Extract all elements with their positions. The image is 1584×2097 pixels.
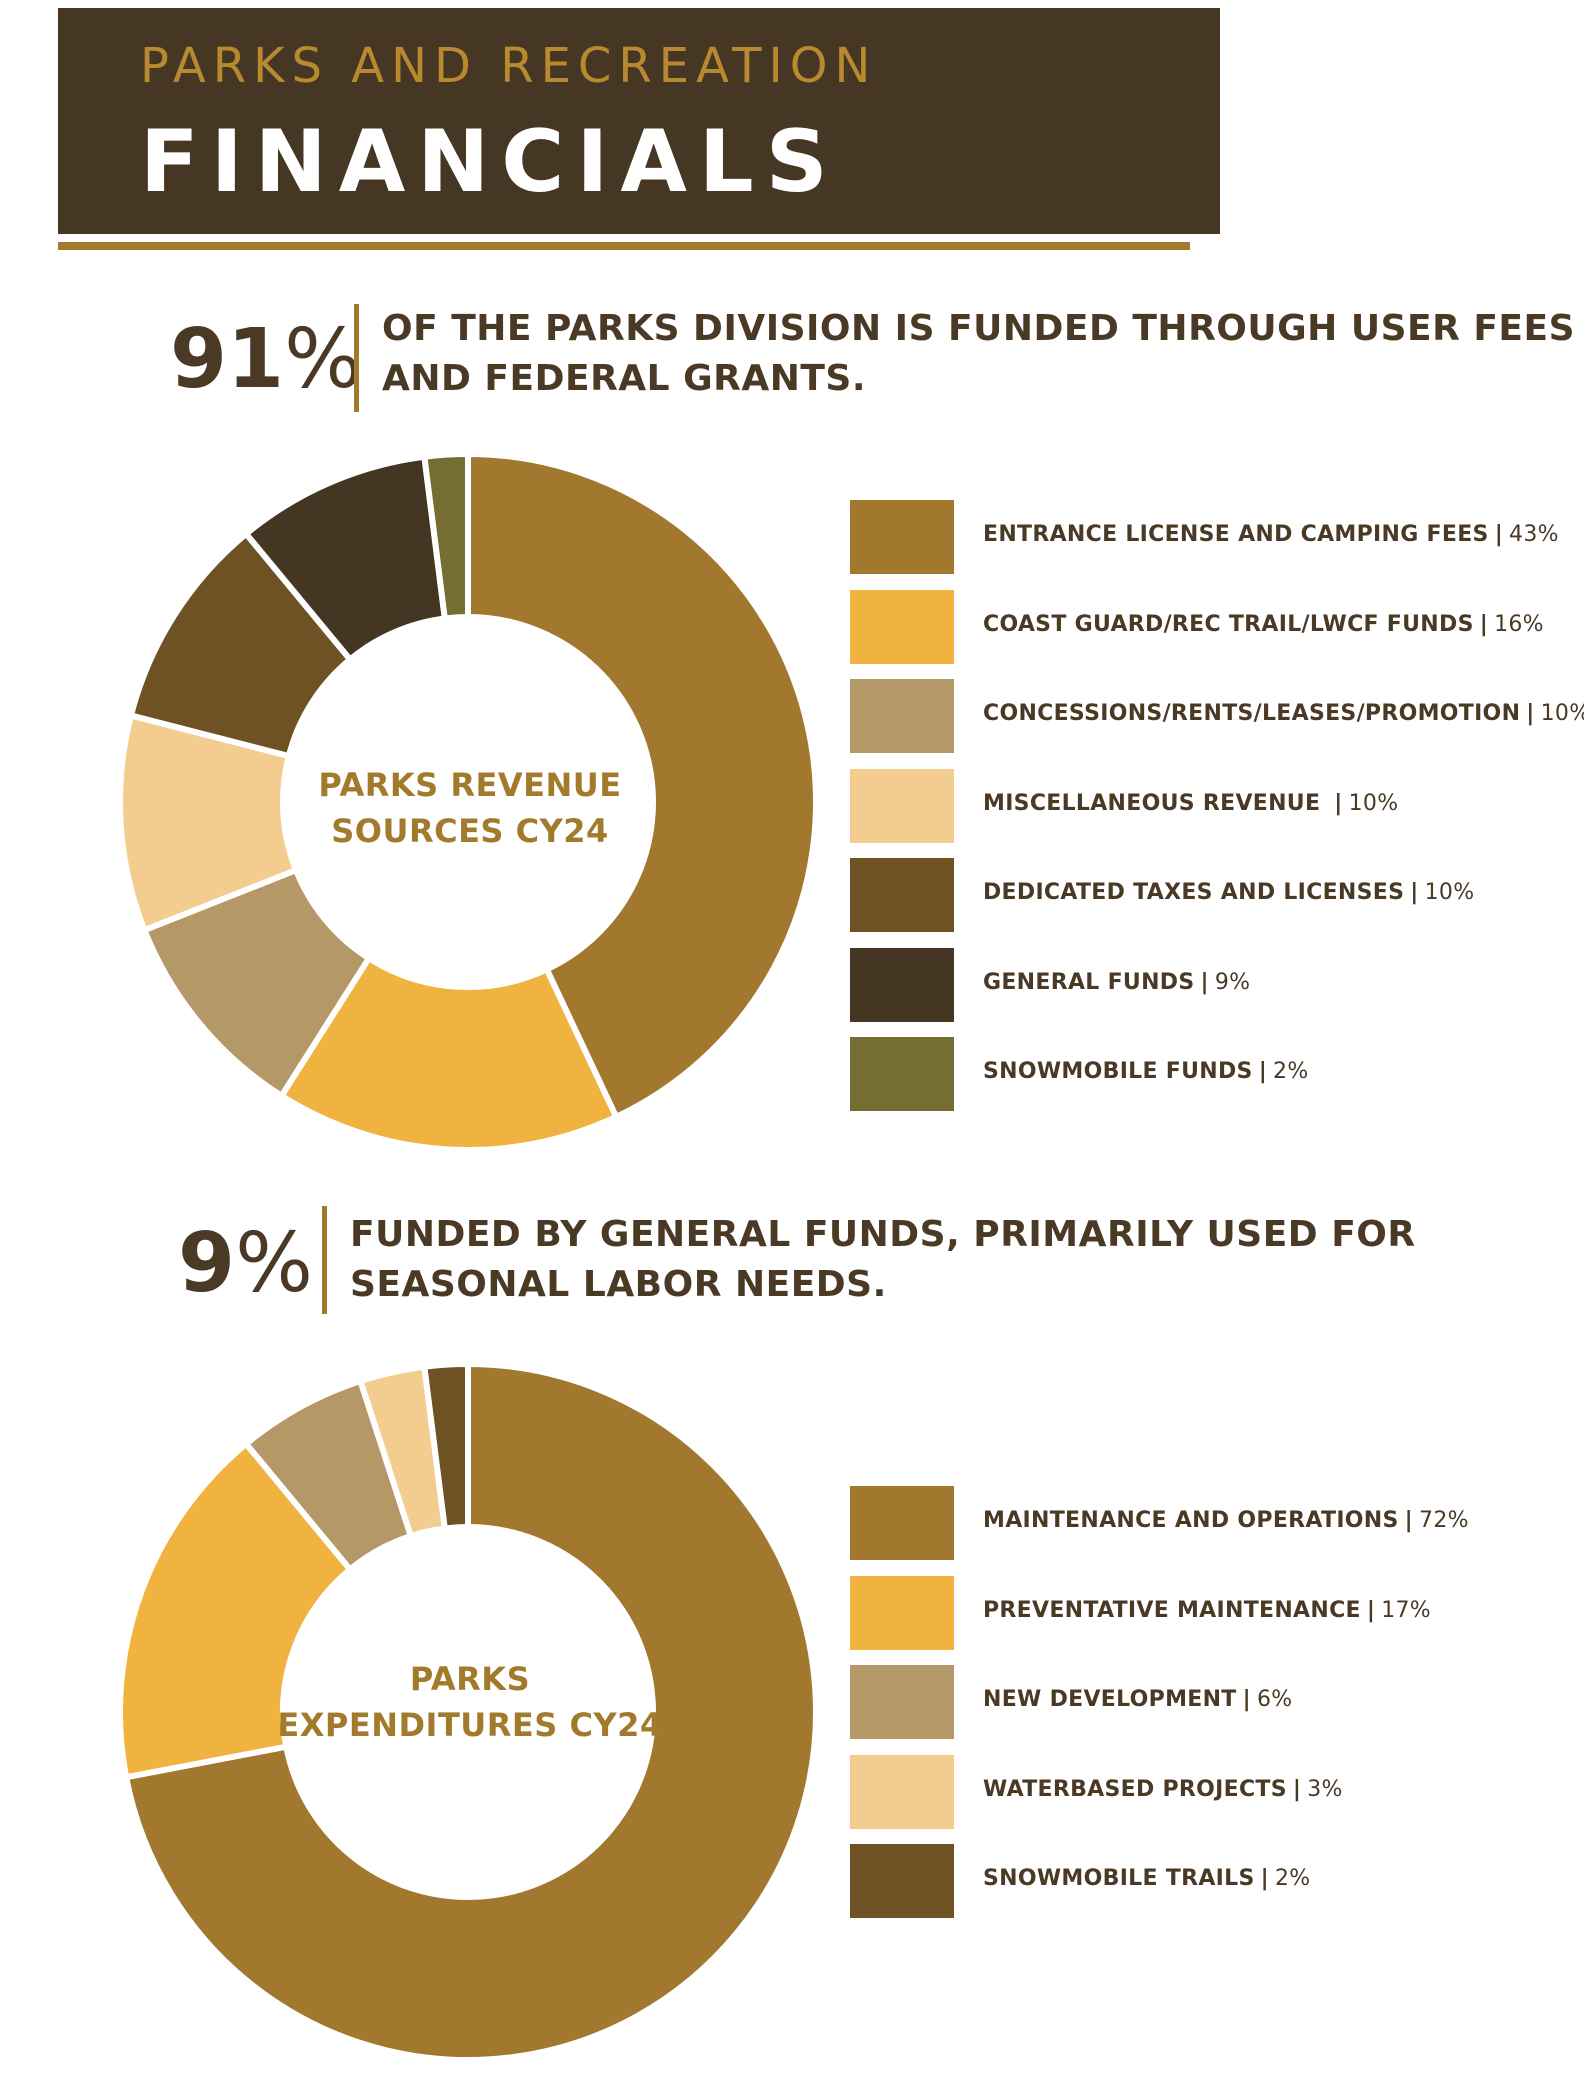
stat2-text: FUNDED BY GENERAL FUNDS, PRIMARILY USED … [350, 1210, 1416, 1310]
revenue-legend-text: MISCELLANEOUS REVENUE | 10% [983, 791, 1398, 816]
expenditures-legend-label: NEW DEVELOPMENT [983, 1687, 1237, 1712]
expenditures-legend-swatch [850, 1665, 954, 1739]
expenditures-donut-chart [118, 1362, 818, 2062]
expenditures-legend-swatch [850, 1575, 954, 1650]
revenue-legend-label: COAST GUARD/REC TRAIL/LWCF FUNDS [983, 611, 1474, 637]
expenditures-legend-text: WATERBASED PROJECTS | 3% [983, 1777, 1343, 1802]
expenditures-legend-label: WATERBASED PROJECTS [983, 1776, 1287, 1802]
stat1-unit: % [284, 312, 363, 407]
stat1-number: 91 [170, 312, 285, 407]
expenditures-chart-title-line1: PARKS [409, 1660, 531, 1698]
expenditures-slice-snowmobile-trails [421, 1362, 471, 1532]
revenue-legend-label: ENTRANCE LICENSE AND CAMPING FEES [983, 522, 1489, 547]
stat2-divider [322, 1206, 327, 1314]
expenditures-legend-separator: | [1242, 1687, 1251, 1712]
page-title: FINANCIALS [140, 112, 840, 212]
revenue-legend-swatch [850, 500, 954, 574]
revenue-legend-separator: | [1526, 701, 1535, 726]
revenue-legend-label: DEDICATED TAXES AND LICENSES [983, 880, 1405, 905]
revenue-legend-swatch [850, 858, 954, 932]
stat1-text-line1: OF THE PARKS DIVISION IS FUNDED THROUGH … [382, 308, 1576, 349]
revenue-legend-swatch [850, 768, 954, 843]
expenditures-donut-svg [118, 1362, 818, 2062]
expenditures-legend-value: 17% [1381, 1597, 1432, 1623]
revenue-legend-text: CONCESSIONS/RENTS/LEASES/PROMOTION|10% [983, 701, 1584, 726]
stat1-text-line2: AND FEDERAL GRANTS. [382, 358, 867, 399]
revenue-legend-text: GENERAL FUNDS | 9% [983, 970, 1250, 995]
header-underline [58, 242, 1190, 250]
expenditures-slice-maintenance-and-operations [122, 1362, 818, 2062]
revenue-donut-svg [118, 452, 818, 1152]
stat1-text: OF THE PARKS DIVISION IS FUNDED THROUGH … [382, 304, 1575, 404]
expenditures-legend-swatch [850, 1844, 954, 1918]
stat2-value: 9% [178, 1216, 313, 1311]
header-band [58, 8, 1220, 234]
expenditures-legend-text: PREVENTATIVE MAINTENANCE | 17% [983, 1598, 1431, 1623]
expenditures-legend-value: 2% [1274, 1866, 1311, 1891]
revenue-legend-separator: | [1494, 522, 1504, 547]
revenue-legend-separator: | [1200, 969, 1209, 995]
revenue-slice-snowmobile-funds [421, 452, 471, 622]
revenue-legend-separator: | [1258, 1059, 1268, 1084]
expenditures-legend-separator: | [1260, 1866, 1269, 1891]
revenue-legend-value: 10% [1540, 701, 1584, 726]
revenue-legend-separator: | [1479, 611, 1489, 637]
expenditures-legend-separator: | [1366, 1597, 1376, 1623]
revenue-donut-chart [118, 452, 818, 1152]
revenue-legend-swatch [850, 947, 954, 1022]
expenditures-legend-label: MAINTENANCE AND OPERATIONS [983, 1508, 1399, 1533]
revenue-legend-label: MISCELLANEOUS REVENUE [983, 790, 1329, 816]
revenue-legend-text: DEDICATED TAXES AND LICENSES | 10% [983, 880, 1474, 905]
stat2-text-line2: SEASONAL LABOR NEEDS. [350, 1264, 887, 1305]
expenditures-legend-text: SNOWMOBILE TRAILS | 2% [983, 1866, 1310, 1891]
expenditures-chart-title-line2: EXPENDITURES CY24 [277, 1706, 663, 1744]
revenue-legend-swatch [850, 1037, 954, 1111]
stat1-divider [354, 304, 359, 412]
revenue-legend-text: COAST GUARD/REC TRAIL/LWCF FUNDS | 16% [983, 612, 1544, 637]
expenditures-legend-separator: | [1292, 1776, 1302, 1802]
revenue-legend-separator: | [1410, 880, 1419, 905]
revenue-legend-value: 16% [1494, 611, 1544, 637]
expenditures-legend-text: MAINTENANCE AND OPERATIONS | 72% [983, 1508, 1469, 1533]
revenue-legend-value: 10% [1424, 880, 1475, 905]
stat1-value: 91% [170, 312, 362, 407]
revenue-legend-value: 9% [1214, 969, 1251, 995]
expenditures-legend-value: 6% [1256, 1687, 1293, 1712]
stat2-text-line1: FUNDED BY GENERAL FUNDS, PRIMARILY USED … [350, 1214, 1416, 1255]
revenue-chart-title-line2: SOURCES CY24 [331, 812, 609, 850]
revenue-legend-value: 2% [1273, 1059, 1309, 1084]
revenue-legend-swatch [850, 589, 954, 664]
expenditures-legend-value: 72% [1419, 1508, 1469, 1533]
expenditures-legend-swatch [850, 1486, 954, 1560]
revenue-legend-swatch [850, 679, 954, 753]
revenue-legend-separator: | [1334, 790, 1343, 816]
stat2-number: 9 [178, 1216, 236, 1311]
revenue-legend-text: ENTRANCE LICENSE AND CAMPING FEES | 43% [983, 522, 1559, 547]
revenue-legend-value: 43% [1509, 522, 1559, 547]
revenue-legend-text: SNOWMOBILE FUNDS | 2% [983, 1059, 1309, 1084]
expenditures-legend-label: SNOWMOBILE TRAILS [983, 1866, 1255, 1891]
expenditures-legend-label: PREVENTATIVE MAINTENANCE [983, 1597, 1361, 1623]
header-kicker: PARKS AND RECREATION [140, 38, 878, 94]
revenue-legend-value: 10% [1348, 790, 1399, 816]
revenue-legend-label: SNOWMOBILE FUNDS [983, 1059, 1253, 1084]
expenditures-legend-value: 3% [1307, 1776, 1343, 1802]
expenditures-legend-separator: | [1404, 1508, 1414, 1533]
expenditures-legend-text: NEW DEVELOPMENT | 6% [983, 1687, 1292, 1712]
expenditures-slice-preventative-maintenance [118, 1439, 355, 1781]
expenditures-legend-swatch [850, 1754, 954, 1829]
revenue-legend-label: GENERAL FUNDS [983, 969, 1195, 995]
revenue-slice-coast-guard-rec-trail-lwcf-funds [277, 954, 621, 1152]
revenue-slice-entrance-license-and-camping-fees [465, 452, 818, 1121]
revenue-chart-title: PARKS REVENUE SOURCES CY24 [260, 762, 680, 854]
expenditures-chart-title: PARKS EXPENDITURES CY24 [260, 1656, 680, 1748]
revenue-chart-title-line1: PARKS REVENUE [318, 766, 622, 804]
stat2-unit: % [235, 1216, 313, 1311]
revenue-legend-label: CONCESSIONS/RENTS/LEASES/PROMOTION [983, 701, 1521, 726]
